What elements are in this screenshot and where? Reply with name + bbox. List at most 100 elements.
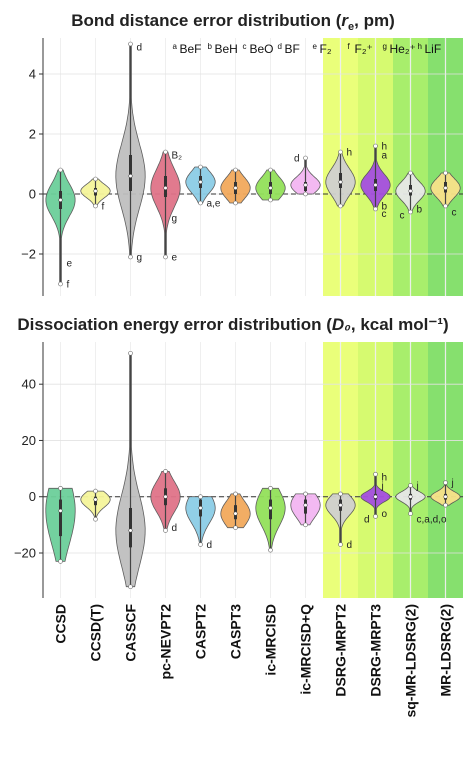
molecule-key: g	[383, 42, 387, 51]
point-annotation: f	[67, 280, 70, 291]
median-dot	[338, 503, 343, 508]
point-annotation: c	[400, 211, 405, 222]
median-dot	[268, 185, 273, 191]
molecule-label: He₂⁺	[390, 42, 416, 56]
molecule-label: BF	[285, 42, 300, 56]
outlier-min	[408, 209, 413, 215]
median-dot	[443, 185, 448, 191]
outlier-max	[198, 494, 203, 500]
point-annotation: h	[382, 473, 388, 484]
point-annotation: h	[347, 148, 353, 159]
molecule-label: BeO	[250, 42, 274, 56]
point-annotation: c	[382, 209, 387, 220]
x-category-label: ic-MRCISD+Q	[298, 604, 314, 695]
molecule-label: F₂	[320, 42, 332, 56]
point-annotation: a	[382, 151, 388, 162]
molecule-label: BeH	[215, 42, 238, 56]
outlier-min	[58, 281, 63, 287]
outlier-min	[338, 542, 343, 547]
median-dot	[198, 179, 203, 185]
x-category-label: MR-LDSRG(2)	[438, 604, 454, 697]
outlier-max	[198, 164, 203, 170]
y-tick-label: 20	[22, 433, 36, 448]
median-dot	[338, 179, 343, 185]
point-annotation: e	[67, 259, 73, 270]
point-annotation: o	[382, 509, 388, 520]
median-dot	[303, 182, 308, 188]
outlier-min	[373, 514, 378, 519]
point-annotation: a,e	[207, 199, 221, 210]
outlier-min	[128, 584, 133, 590]
y-tick-label: 0	[29, 489, 36, 504]
outlier-min	[58, 559, 63, 564]
x-category-label: sq-MR-LDSRG(2)	[403, 604, 419, 718]
point-annotation: d	[294, 154, 300, 165]
outlier-max	[268, 485, 273, 491]
outlier-min	[93, 516, 98, 522]
outlier-max	[128, 41, 133, 47]
title-unit: , kcal mol⁻¹)	[351, 315, 449, 334]
median-dot	[58, 508, 63, 513]
outlier-max	[373, 143, 378, 149]
outlier-min	[268, 197, 273, 203]
point-annotation: g	[172, 214, 178, 225]
median-dot	[443, 494, 448, 499]
outlier-min	[93, 203, 98, 209]
point-annotation: b	[417, 205, 423, 216]
outlier-max	[373, 471, 378, 477]
outlier-min	[233, 200, 238, 206]
point-annotation: B₂	[172, 151, 183, 162]
title-variable: D₀	[332, 315, 351, 334]
chart-title: Bond distance error distribution (re, pm…	[71, 11, 394, 33]
median-dot	[408, 494, 413, 499]
median-dot	[233, 511, 238, 516]
outlier-min	[373, 206, 378, 212]
outlier-min	[338, 203, 343, 209]
median-dot	[93, 497, 98, 502]
y-tick-label: 0	[29, 187, 36, 202]
outlier-max	[93, 488, 98, 494]
median-dot	[198, 505, 203, 511]
bond-distance-panel: Bond distance error distribution (re, pm…	[21, 11, 463, 296]
point-annotation: d	[172, 523, 178, 534]
median-dot	[93, 188, 98, 194]
outlier-max	[408, 483, 413, 488]
x-category-label: DSRG-MRPT3	[368, 604, 384, 697]
x-category-label: DSRG-MRPT2	[333, 604, 349, 697]
median-dot	[373, 182, 378, 188]
title-text: Dissociation energy error distribution (	[17, 315, 332, 334]
x-category-label: CCSD(T)	[88, 604, 104, 662]
outlier-max	[338, 491, 343, 497]
outlier-max	[268, 167, 273, 173]
x-category-labels: CCSD CCSD(T) CASSCF pc-NEVPT2 CASPT2 CASPT3 ic…	[53, 604, 454, 718]
outlier-max	[443, 480, 448, 485]
point-annotation: b	[382, 202, 388, 213]
chart-title: Dissociation energy error distribution (…	[17, 315, 448, 334]
point-annotation: c,a,d,o	[417, 515, 447, 526]
outlier-max	[408, 170, 413, 176]
molecule-key: b	[208, 42, 213, 51]
outlier-max	[303, 155, 308, 161]
outlier-max	[163, 149, 168, 155]
outlier-min	[198, 200, 203, 206]
outlier-max	[443, 170, 448, 176]
outlier-max	[303, 491, 308, 497]
median-dot	[163, 185, 168, 191]
median-dot	[303, 503, 308, 508]
outlier-min	[303, 522, 308, 528]
outlier-max	[128, 350, 133, 356]
molecule-key: h	[418, 42, 422, 51]
outlier-min	[303, 191, 308, 197]
outlier-min	[163, 254, 168, 260]
outlier-min	[443, 203, 448, 209]
outlier-max	[233, 491, 238, 497]
outlier-min	[233, 525, 238, 530]
x-category-label: CASPT3	[228, 604, 244, 659]
outlier-max	[58, 485, 63, 491]
point-annotation: d	[347, 540, 353, 551]
molecule-key: d	[278, 42, 282, 51]
median-dot	[373, 494, 378, 499]
point-annotation: e	[172, 253, 178, 264]
